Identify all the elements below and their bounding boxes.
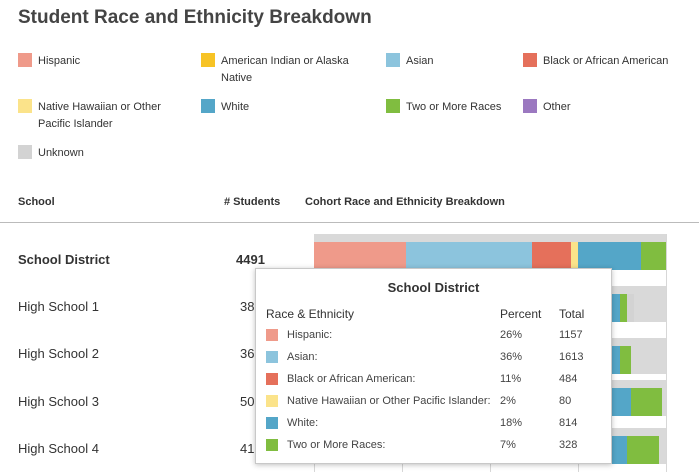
tooltip-total: 328: [559, 439, 578, 451]
legend-swatch: [18, 145, 32, 159]
legend-swatch: [201, 53, 215, 67]
school-name: High School 1: [18, 299, 99, 314]
tooltip-race-label: White:: [287, 417, 319, 429]
bar-segment-asian[interactable]: [405, 242, 533, 270]
column-header-students: # Students: [224, 196, 281, 208]
column-header-breakdown: Cohort Race and Ethnicity Breakdown: [305, 196, 505, 208]
student-count: 36: [240, 346, 255, 361]
column-header-school: School: [18, 196, 55, 208]
school-name: School District: [18, 252, 110, 267]
legend-swatch: [386, 53, 400, 67]
tooltip-race-label: Two or More Races:: [287, 439, 386, 451]
bar-segment-two-or-more-races[interactable]: [630, 388, 663, 416]
page-title: Student Race and Ethnicity Breakdown: [18, 7, 372, 28]
legend-label: Other: [543, 101, 571, 113]
legend-item: Unknown: [18, 145, 188, 162]
tooltip-percent: 2%: [500, 395, 516, 407]
student-count: 4491: [236, 252, 265, 267]
tooltip-race-label: Black or African American:: [287, 373, 416, 385]
bar-segment-two-or-more-races[interactable]: [620, 294, 628, 322]
tooltip-title: School District: [387, 280, 480, 295]
tooltip-race-label: Asian:: [287, 351, 318, 363]
tooltip-swatch: [266, 417, 278, 429]
legend-label: Two or More Races: [406, 101, 502, 113]
legend-item: Asian: [386, 53, 506, 70]
legend-swatch: [523, 99, 537, 113]
legend-swatch: [18, 53, 32, 67]
tooltip-percent: 11%: [500, 373, 522, 385]
tooltip-header-percent: Percent: [500, 307, 542, 321]
bar-segment-two-or-more-races[interactable]: [620, 346, 631, 374]
tooltip-header-total: Total: [559, 307, 585, 321]
legend-swatch: [18, 99, 32, 113]
tooltip-swatch: [266, 373, 278, 385]
tooltip-total: 1613: [559, 351, 584, 363]
tooltip-race-label: Native Hawaiian or Other Pacific Islande…: [287, 395, 491, 407]
legend-swatch: [201, 99, 215, 113]
bar-segment-hispanic[interactable]: [314, 242, 406, 270]
bar-segment-two-or-more-races[interactable]: [641, 242, 666, 270]
tooltip-percent: 7%: [500, 439, 516, 451]
bar-segment-native-hawaiian-or-other-pacific-islander[interactable]: [570, 242, 578, 270]
header-divider: [0, 222, 699, 223]
legend-swatch: [523, 53, 537, 67]
legend-label: American Indian or Alaska Native: [221, 55, 349, 84]
tooltip: School District Race & Ethnicity Percent…: [255, 268, 612, 464]
student-count: 38: [240, 299, 255, 314]
legend-item: Other: [523, 99, 693, 116]
tooltip-total: 814: [559, 417, 578, 429]
legend-item: Black or African American: [523, 53, 693, 70]
tooltip-total: 1157: [559, 329, 583, 341]
legend-item: American Indian or Alaska Native: [201, 53, 351, 87]
legend-label: Native Hawaiian or Other Pacific Islande…: [38, 101, 161, 130]
bar-segment-white[interactable]: [578, 242, 642, 270]
tooltip-percent: 36%: [500, 351, 523, 363]
bar-segment-white[interactable]: [609, 388, 631, 416]
legend-label: White: [221, 101, 250, 113]
tooltip-total: 80: [559, 395, 572, 407]
school-name: High School 2: [18, 346, 99, 361]
tooltip-percent: 26%: [500, 329, 523, 341]
legend-label: Asian: [406, 55, 434, 67]
legend-swatch: [386, 99, 400, 113]
bar-segment-unknown[interactable]: [627, 294, 635, 322]
tooltip-swatch: [266, 439, 278, 451]
tooltip-header-race: Race & Ethnicity: [266, 307, 355, 321]
legend-item: White: [201, 99, 351, 116]
school-name: High School 3: [18, 394, 99, 409]
legend-item: Two or More Races: [386, 99, 506, 116]
legend-item: Hispanic: [18, 53, 188, 70]
bar-segment-black-or-african-american[interactable]: [532, 242, 571, 270]
tooltip-race-label: Hispanic:: [287, 329, 333, 341]
legend-label: Unknown: [38, 147, 84, 159]
school-name: High School 4: [18, 441, 99, 456]
grid-line: [666, 234, 667, 472]
legend-item: Native Hawaiian or Other Pacific Islande…: [18, 99, 188, 133]
legend-label: Black or African American: [543, 55, 669, 67]
bar-segment-two-or-more-races[interactable]: [627, 436, 659, 464]
tooltip-swatch: [266, 351, 278, 363]
tooltip-percent: 18%: [500, 417, 523, 429]
tooltip-swatch: [266, 329, 278, 341]
tooltip-swatch: [266, 395, 278, 407]
student-count: 41: [240, 441, 255, 456]
student-count: 50: [240, 394, 255, 409]
tooltip-total: 484: [559, 373, 578, 385]
legend-label: Hispanic: [38, 55, 81, 67]
